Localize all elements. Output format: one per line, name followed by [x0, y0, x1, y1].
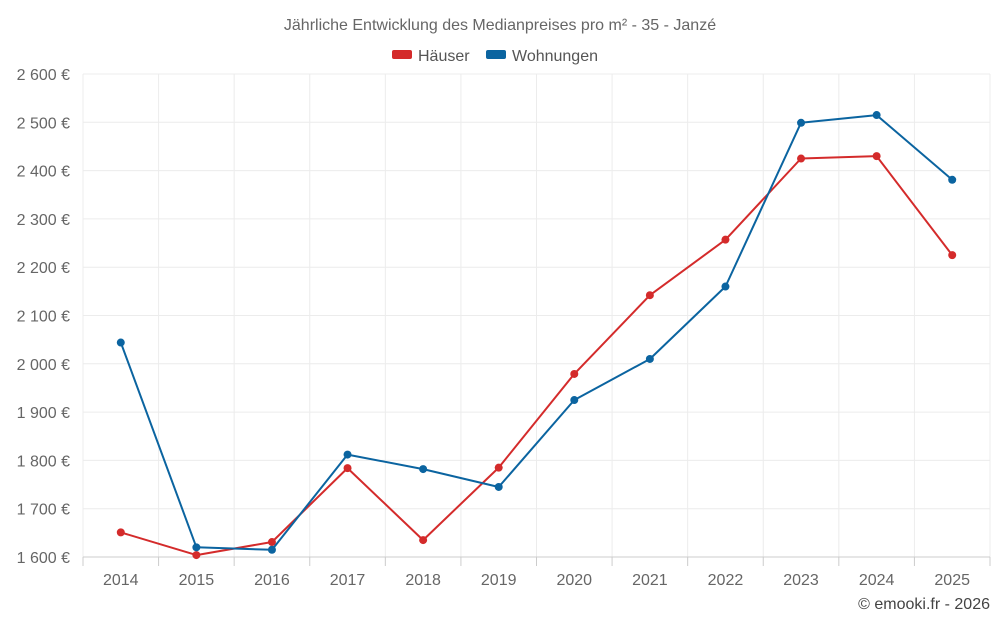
grid [82, 73, 991, 557]
y-tick-label: 2 000 € [17, 357, 70, 374]
data-point-haeuser[interactable] [645, 291, 654, 300]
legend: Häuser Wohnungen [392, 48, 598, 65]
y-tick-label: 2 200 € [17, 260, 70, 277]
y-tick-label: 1 800 € [17, 453, 70, 470]
data-point-haeuser[interactable] [116, 528, 125, 537]
credit-text: © emooki.fr - 2026 [858, 596, 990, 613]
x-tick-label: 2017 [330, 572, 366, 589]
y-tick-label: 2 300 € [17, 212, 70, 229]
x-tick-label: 2019 [481, 572, 517, 589]
data-point-wohnungen[interactable] [343, 450, 352, 459]
data-point-wohnungen[interactable] [948, 175, 957, 184]
data-point-haeuser[interactable] [419, 536, 428, 545]
y-tick-label: 1 700 € [17, 502, 70, 519]
legend-label-wohnungen[interactable]: Wohnungen [512, 48, 598, 65]
y-tick-label: 2 100 € [17, 309, 70, 326]
data-point-haeuser[interactable] [721, 235, 730, 244]
data-point-wohnungen[interactable] [645, 354, 654, 363]
legend-swatch-haeuser [392, 50, 412, 59]
data-point-wohnungen[interactable] [570, 396, 579, 405]
x-tick-label: 2022 [708, 572, 744, 589]
x-tick-label: 2015 [179, 572, 215, 589]
data-point-wohnungen[interactable] [419, 465, 428, 474]
y-tick-label: 2 400 € [17, 164, 70, 181]
data-point-haeuser[interactable] [872, 152, 881, 161]
data-point-wohnungen[interactable] [797, 118, 806, 127]
data-point-haeuser[interactable] [192, 551, 201, 560]
data-point-haeuser[interactable] [267, 538, 276, 547]
y-tick-label: 2 600 € [17, 67, 70, 84]
data-point-wohnungen[interactable] [192, 543, 201, 552]
y-tick-label: 1 900 € [17, 405, 70, 422]
series-line-haeuser [120, 155, 953, 557]
x-tick-label: 2023 [783, 572, 819, 589]
data-point-haeuser[interactable] [797, 154, 806, 163]
legend-label-haeuser[interactable]: Häuser [418, 48, 470, 65]
data-point-haeuser[interactable] [343, 464, 352, 473]
series [116, 111, 957, 560]
data-point-haeuser[interactable] [494, 463, 503, 472]
x-tick-label: 2016 [254, 572, 290, 589]
axes: 1 600 € 1 700 € 1 800 € 1 900 € 2 000 € 2 100… [17, 67, 991, 589]
data-point-haeuser[interactable] [948, 251, 957, 260]
chart-title: Jährliche Entwicklung des Medianpreises … [284, 17, 716, 34]
x-tick-label: 2014 [103, 572, 139, 589]
x-tick-label: 2018 [405, 572, 441, 589]
data-point-wohnungen[interactable] [116, 338, 125, 347]
data-point-wohnungen[interactable] [494, 482, 503, 491]
legend-swatch-wohnungen [486, 50, 506, 59]
series-line-wohnungen [119, 114, 953, 551]
x-tick-label: 2021 [632, 572, 668, 589]
x-tick-label: 2020 [556, 572, 592, 589]
data-point-wohnungen[interactable] [267, 545, 276, 554]
data-point-wohnungen[interactable] [721, 282, 730, 291]
data-point-wohnungen[interactable] [872, 111, 881, 120]
y-tick-label: 2 500 € [17, 115, 70, 132]
x-tick-label: 2024 [859, 572, 895, 589]
data-point-haeuser[interactable] [570, 369, 579, 378]
y-tick-label: 1 600 € [17, 550, 70, 567]
x-tick-label: 2025 [934, 572, 970, 589]
